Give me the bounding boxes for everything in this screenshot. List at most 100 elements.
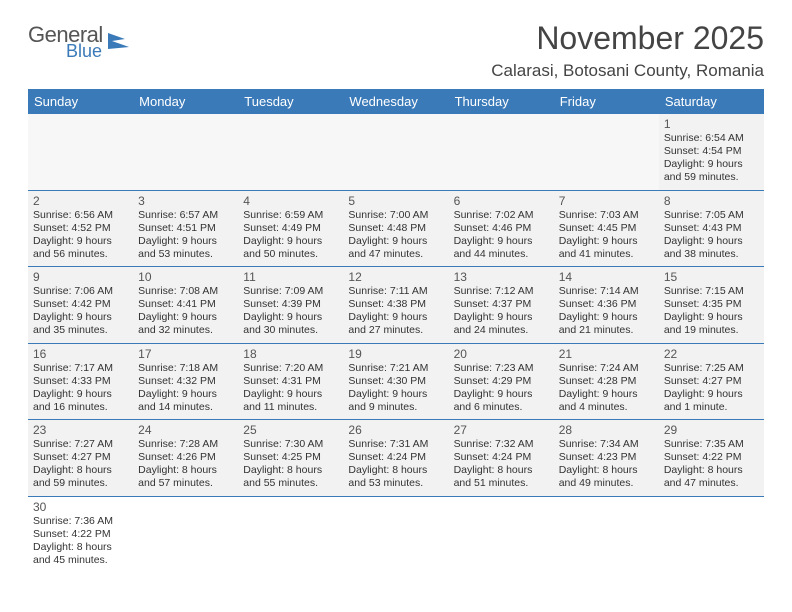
sunset-text: Sunset: 4:27 PM — [664, 375, 758, 388]
sunset-text: Sunset: 4:36 PM — [559, 298, 653, 311]
sunrise-text: Sunrise: 6:59 AM — [243, 209, 337, 222]
sunset-text: Sunset: 4:24 PM — [454, 451, 548, 464]
calendar-cell: 3Sunrise: 6:57 AMSunset: 4:51 PMDaylight… — [133, 191, 238, 267]
sunrise-text: Sunrise: 7:30 AM — [243, 438, 337, 451]
sunrise-text: Sunrise: 7:15 AM — [664, 285, 758, 298]
day-number: 5 — [348, 194, 442, 208]
daylight-text: Daylight: 9 hours and 24 minutes. — [454, 311, 548, 337]
calendar-cell: 27Sunrise: 7:32 AMSunset: 4:24 PMDayligh… — [449, 420, 554, 496]
daylight-text: Daylight: 9 hours and 6 minutes. — [454, 388, 548, 414]
sunrise-text: Sunrise: 6:54 AM — [664, 132, 758, 145]
calendar-cell: 18Sunrise: 7:20 AMSunset: 4:31 PMDayligh… — [238, 344, 343, 420]
calendar-cell: 19Sunrise: 7:21 AMSunset: 4:30 PMDayligh… — [343, 344, 448, 420]
day-number: 2 — [33, 194, 127, 208]
sunset-text: Sunset: 4:31 PM — [243, 375, 337, 388]
location-text: Calarasi, Botosani County, Romania — [491, 61, 764, 81]
daylight-text: Daylight: 8 hours and 59 minutes. — [33, 464, 127, 490]
daylight-text: Daylight: 9 hours and 11 minutes. — [243, 388, 337, 414]
day-number: 16 — [33, 347, 127, 361]
daylight-text: Daylight: 9 hours and 30 minutes. — [243, 311, 337, 337]
calendar-cell: 12Sunrise: 7:11 AMSunset: 4:38 PMDayligh… — [343, 267, 448, 343]
sunset-text: Sunset: 4:46 PM — [454, 222, 548, 235]
calendar-cell: 22Sunrise: 7:25 AMSunset: 4:27 PMDayligh… — [659, 344, 764, 420]
daylight-text: Daylight: 8 hours and 57 minutes. — [138, 464, 232, 490]
sunrise-text: Sunrise: 7:31 AM — [348, 438, 442, 451]
day-number: 15 — [664, 270, 758, 284]
calendar-cell — [659, 497, 764, 573]
calendar-cell: 10Sunrise: 7:08 AMSunset: 4:41 PMDayligh… — [133, 267, 238, 343]
sunrise-text: Sunrise: 6:56 AM — [33, 209, 127, 222]
sunset-text: Sunset: 4:30 PM — [348, 375, 442, 388]
calendar-cell: 9Sunrise: 7:06 AMSunset: 4:42 PMDaylight… — [28, 267, 133, 343]
sunrise-text: Sunrise: 7:32 AM — [454, 438, 548, 451]
title-block: November 2025 Calarasi, Botosani County,… — [491, 20, 764, 81]
calendar-cell — [133, 497, 238, 573]
calendar-body: 1Sunrise: 6:54 AMSunset: 4:54 PMDaylight… — [28, 114, 764, 572]
sunrise-text: Sunrise: 7:24 AM — [559, 362, 653, 375]
day-number: 3 — [138, 194, 232, 208]
sunset-text: Sunset: 4:48 PM — [348, 222, 442, 235]
sunrise-text: Sunrise: 6:57 AM — [138, 209, 232, 222]
sunset-text: Sunset: 4:22 PM — [664, 451, 758, 464]
day-number: 23 — [33, 423, 127, 437]
daylight-text: Daylight: 8 hours and 51 minutes. — [454, 464, 548, 490]
day-number: 10 — [138, 270, 232, 284]
sunset-text: Sunset: 4:32 PM — [138, 375, 232, 388]
daylight-text: Daylight: 9 hours and 27 minutes. — [348, 311, 442, 337]
sunrise-text: Sunrise: 7:34 AM — [559, 438, 653, 451]
day-number: 29 — [664, 423, 758, 437]
sunset-text: Sunset: 4:22 PM — [33, 528, 127, 541]
daylight-text: Daylight: 9 hours and 50 minutes. — [243, 235, 337, 261]
day-number: 24 — [138, 423, 232, 437]
flag-icon — [107, 31, 133, 56]
daylight-text: Daylight: 9 hours and 4 minutes. — [559, 388, 653, 414]
calendar-cell — [449, 114, 554, 190]
calendar-week: 2Sunrise: 6:56 AMSunset: 4:52 PMDaylight… — [28, 191, 764, 268]
calendar-cell: 20Sunrise: 7:23 AMSunset: 4:29 PMDayligh… — [449, 344, 554, 420]
calendar-cell — [554, 497, 659, 573]
sunrise-text: Sunrise: 7:35 AM — [664, 438, 758, 451]
calendar-cell: 28Sunrise: 7:34 AMSunset: 4:23 PMDayligh… — [554, 420, 659, 496]
sunset-text: Sunset: 4:43 PM — [664, 222, 758, 235]
sunrise-text: Sunrise: 7:03 AM — [559, 209, 653, 222]
day-number: 21 — [559, 347, 653, 361]
calendar-cell — [343, 114, 448, 190]
day-number: 18 — [243, 347, 337, 361]
day-number: 8 — [664, 194, 758, 208]
sunrise-text: Sunrise: 7:25 AM — [664, 362, 758, 375]
sunset-text: Sunset: 4:38 PM — [348, 298, 442, 311]
daylight-text: Daylight: 9 hours and 41 minutes. — [559, 235, 653, 261]
sunset-text: Sunset: 4:51 PM — [138, 222, 232, 235]
daylight-text: Daylight: 9 hours and 35 minutes. — [33, 311, 127, 337]
sunset-text: Sunset: 4:28 PM — [559, 375, 653, 388]
calendar-cell — [133, 114, 238, 190]
calendar-cell: 24Sunrise: 7:28 AMSunset: 4:26 PMDayligh… — [133, 420, 238, 496]
calendar-cell: 16Sunrise: 7:17 AMSunset: 4:33 PMDayligh… — [28, 344, 133, 420]
sunset-text: Sunset: 4:39 PM — [243, 298, 337, 311]
day-number: 22 — [664, 347, 758, 361]
sunrise-text: Sunrise: 7:12 AM — [454, 285, 548, 298]
calendar-cell: 13Sunrise: 7:12 AMSunset: 4:37 PMDayligh… — [449, 267, 554, 343]
calendar-cell — [554, 114, 659, 190]
calendar-cell: 17Sunrise: 7:18 AMSunset: 4:32 PMDayligh… — [133, 344, 238, 420]
day-number: 20 — [454, 347, 548, 361]
day-number: 28 — [559, 423, 653, 437]
sunrise-text: Sunrise: 7:17 AM — [33, 362, 127, 375]
sunrise-text: Sunrise: 7:11 AM — [348, 285, 442, 298]
day-number: 13 — [454, 270, 548, 284]
day-header-cell: Saturday — [659, 89, 764, 114]
calendar-cell: 2Sunrise: 6:56 AMSunset: 4:52 PMDaylight… — [28, 191, 133, 267]
day-header-cell: Wednesday — [343, 89, 448, 114]
sunrise-text: Sunrise: 7:08 AM — [138, 285, 232, 298]
day-number: 6 — [454, 194, 548, 208]
calendar-cell: 4Sunrise: 6:59 AMSunset: 4:49 PMDaylight… — [238, 191, 343, 267]
calendar-cell: 14Sunrise: 7:14 AMSunset: 4:36 PMDayligh… — [554, 267, 659, 343]
logo: General Blue — [28, 24, 133, 60]
day-number: 17 — [138, 347, 232, 361]
daylight-text: Daylight: 9 hours and 19 minutes. — [664, 311, 758, 337]
day-header-row: SundayMondayTuesdayWednesdayThursdayFrid… — [28, 89, 764, 114]
daylight-text: Daylight: 8 hours and 49 minutes. — [559, 464, 653, 490]
sunrise-text: Sunrise: 7:14 AM — [559, 285, 653, 298]
daylight-text: Daylight: 8 hours and 47 minutes. — [664, 464, 758, 490]
sunrise-text: Sunrise: 7:00 AM — [348, 209, 442, 222]
